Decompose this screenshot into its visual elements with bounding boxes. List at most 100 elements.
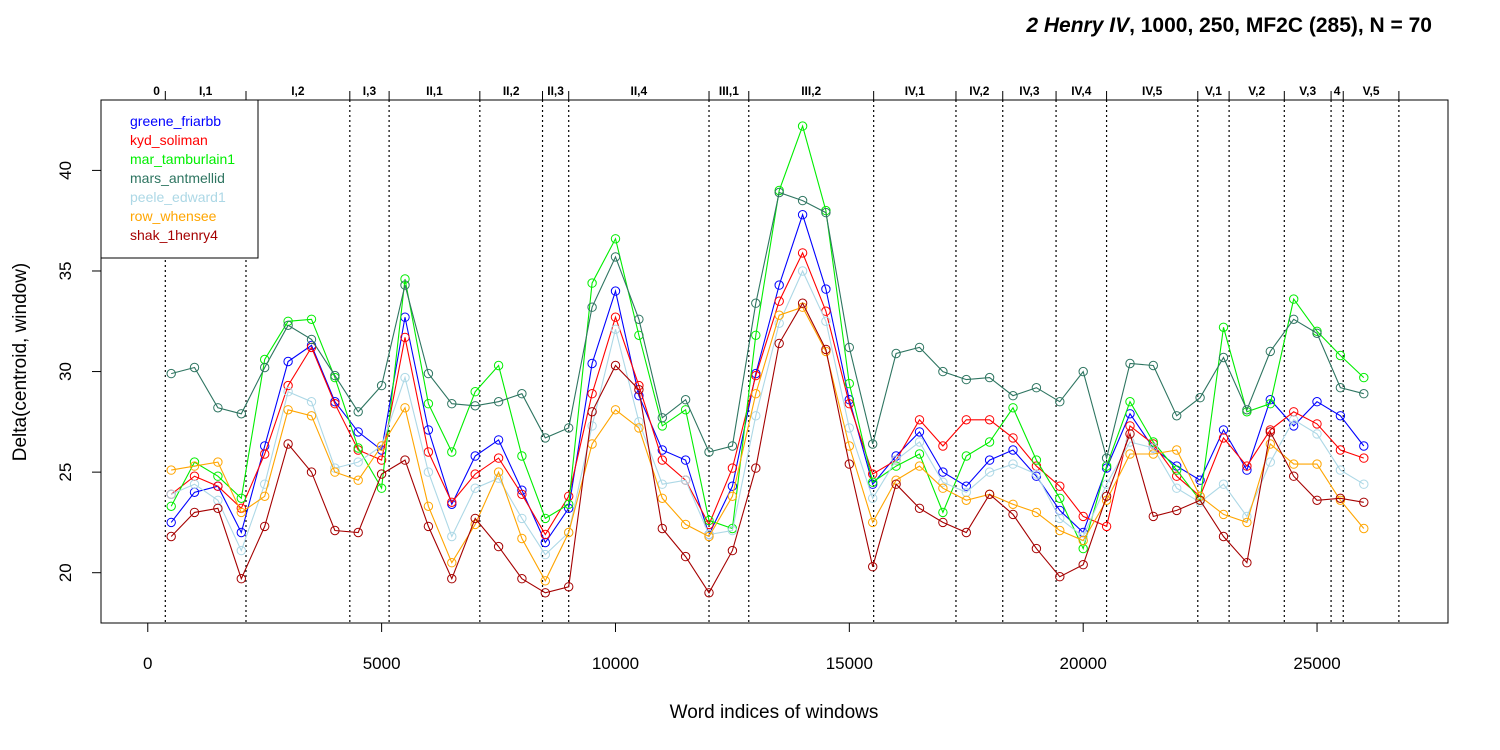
series-row_whensee xyxy=(166,302,1369,586)
data-point xyxy=(961,415,971,425)
data-point xyxy=(1125,397,1135,407)
data-point xyxy=(1289,471,1299,481)
data-point xyxy=(470,513,480,524)
data-point xyxy=(517,574,527,584)
data-point xyxy=(1265,457,1276,467)
data-point xyxy=(1312,328,1322,338)
data-point xyxy=(166,531,176,542)
data-point xyxy=(727,491,738,501)
data-point xyxy=(1008,403,1018,413)
y-tick-label: 30 xyxy=(56,362,75,381)
data-point xyxy=(1148,443,1159,453)
data-point xyxy=(1359,523,1369,534)
data-point xyxy=(587,302,597,312)
data-point xyxy=(984,489,995,499)
data-point xyxy=(376,380,387,391)
data-point xyxy=(493,473,504,483)
scene-label: V,3 xyxy=(1299,84,1316,98)
series-line xyxy=(170,269,1365,556)
data-point xyxy=(1008,459,1018,469)
data-point xyxy=(634,385,644,395)
data-point xyxy=(938,507,948,518)
data-point xyxy=(634,314,644,324)
data-point xyxy=(1101,521,1112,532)
series-peele_edward1 xyxy=(166,266,1369,560)
data-point xyxy=(704,588,714,598)
data-point xyxy=(540,576,550,586)
data-point xyxy=(564,527,574,538)
data-point xyxy=(914,415,925,425)
data-point xyxy=(1008,445,1018,455)
data-point xyxy=(1055,572,1065,582)
scene-label: II,1 xyxy=(426,84,443,98)
data-point xyxy=(914,503,925,513)
data-point xyxy=(166,517,176,528)
data-point xyxy=(517,489,527,499)
data-point xyxy=(914,342,925,353)
x-tick-label: 5000 xyxy=(363,654,401,673)
series-kyd_soliman xyxy=(166,248,1369,540)
data-point xyxy=(797,210,808,220)
data-point xyxy=(984,372,995,383)
data-point xyxy=(1031,383,1042,393)
data-point xyxy=(868,562,878,572)
data-point xyxy=(797,121,808,131)
data-point xyxy=(610,324,621,334)
data-point xyxy=(868,493,878,503)
data-point xyxy=(751,411,761,421)
legend-entry: peele_edward1 xyxy=(130,189,226,205)
data-point xyxy=(1218,322,1229,332)
data-point xyxy=(1172,465,1182,475)
data-point xyxy=(1242,558,1252,568)
data-point xyxy=(938,366,948,377)
data-point xyxy=(610,252,621,262)
data-point xyxy=(984,467,995,477)
data-point xyxy=(680,455,691,465)
data-point xyxy=(470,451,480,461)
data-point xyxy=(493,435,504,445)
data-point xyxy=(1101,453,1112,463)
data-point xyxy=(376,441,387,451)
data-point xyxy=(844,378,854,389)
data-point xyxy=(1125,429,1135,439)
data-point xyxy=(1031,455,1042,465)
data-point xyxy=(470,469,480,479)
data-point xyxy=(213,471,223,481)
data-point xyxy=(797,195,808,206)
data-point xyxy=(727,441,738,451)
data-point xyxy=(260,491,270,501)
series-line xyxy=(170,124,1365,551)
data-point xyxy=(213,403,223,413)
scene-label: V,1 xyxy=(1205,84,1222,98)
data-point xyxy=(1242,405,1252,415)
data-point xyxy=(1289,294,1299,304)
data-point xyxy=(423,399,434,409)
data-point xyxy=(330,370,340,381)
scene-label: V,2 xyxy=(1248,84,1265,98)
data-point xyxy=(938,517,948,528)
scene-label: IV,1 xyxy=(905,84,926,98)
data-point xyxy=(1289,415,1299,425)
legend-entry: shak_1henry4 xyxy=(130,227,218,243)
data-point xyxy=(470,483,480,493)
data-point xyxy=(1031,507,1042,518)
data-point xyxy=(704,531,714,542)
data-point xyxy=(189,479,200,489)
x-tick-label: 10000 xyxy=(592,654,639,673)
y-tick-label: 40 xyxy=(56,161,75,180)
data-point xyxy=(236,545,247,556)
legend-entry: row_whensee xyxy=(130,208,217,224)
series-line xyxy=(170,212,1365,544)
data-point xyxy=(1148,437,1159,447)
data-point xyxy=(400,455,410,465)
data-point xyxy=(680,519,691,530)
data-point xyxy=(166,501,176,511)
series-line xyxy=(171,191,1364,461)
data-point xyxy=(306,334,317,345)
data-point xyxy=(353,407,363,417)
data-point xyxy=(1055,513,1065,524)
data-point xyxy=(634,417,644,427)
data-point xyxy=(751,389,761,399)
scene-label: II,4 xyxy=(631,84,648,98)
data-point xyxy=(1335,350,1346,361)
